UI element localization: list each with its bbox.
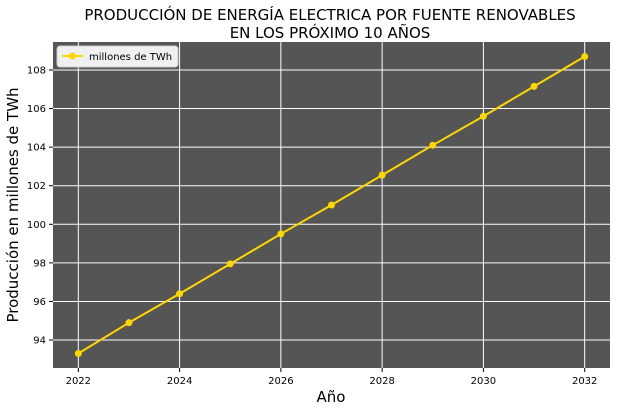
x-tick-label: 2024 [167, 376, 192, 387]
data-point [125, 319, 133, 327]
y-tick-label: 98 [33, 258, 46, 269]
y-tick-label: 108 [27, 65, 46, 76]
legend-box [56, 45, 179, 68]
y-tick-label: 96 [33, 297, 46, 308]
data-point [479, 112, 487, 120]
data-point [429, 141, 437, 149]
y-tick-label: 94 [33, 336, 46, 347]
axis-ticks: 2022 2024 2026 2028 2030 2032 94 96 98 100 102 104 1… [27, 65, 598, 387]
x-tick-label: 2030 [471, 376, 496, 387]
data-point [176, 290, 184, 298]
data-point [530, 82, 538, 90]
y-tick-label: 100 [27, 220, 46, 231]
chart-title-line1: PRODUCCIÓN DE ENERGÍA ELECTRICA POR FUEN… [84, 5, 575, 24]
legend-entry: millones de TWh [89, 52, 172, 63]
grid-lines [53, 42, 610, 368]
series-layer [74, 52, 589, 358]
x-tick-label: 2028 [369, 376, 394, 387]
y-tick-label: 104 [27, 143, 46, 154]
x-tick-label: 2032 [572, 376, 597, 387]
y-tick-label: 102 [27, 181, 46, 192]
x-tick-label: 2022 [66, 376, 91, 387]
data-point [328, 201, 335, 209]
data-point [378, 171, 386, 179]
data-point [74, 350, 82, 358]
data-point [226, 260, 234, 268]
legend-marker [69, 52, 76, 60]
y-tick-label: 106 [27, 104, 46, 115]
chart-title-line2: EN LOS PRÓXIMO 10 AÑOS [230, 23, 431, 42]
data-point [581, 52, 589, 60]
x-tick-label: 2026 [268, 376, 293, 387]
y-axis-label: Producción en millones de TWh [4, 87, 22, 322]
data-point [277, 230, 285, 238]
legend: millones de TWh [56, 45, 179, 68]
x-axis-label: Año [317, 388, 346, 406]
